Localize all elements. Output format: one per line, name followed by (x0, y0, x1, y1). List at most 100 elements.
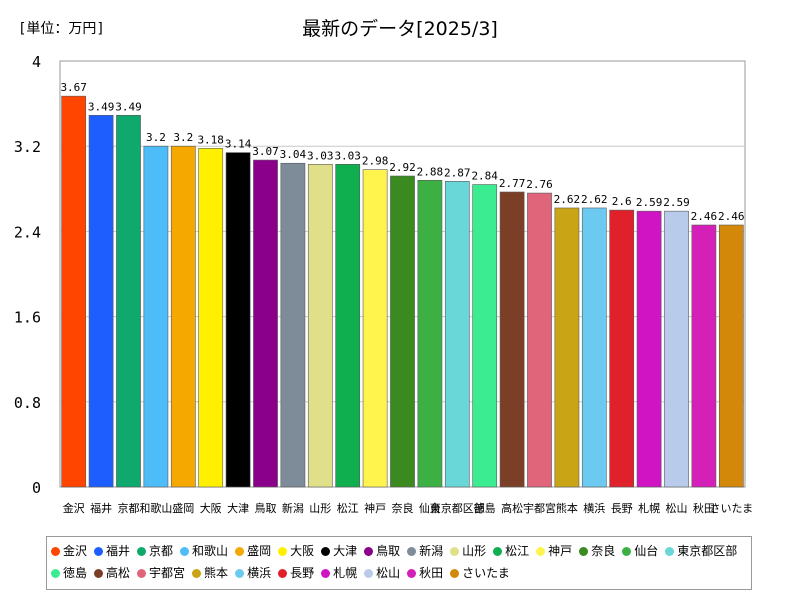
data-label: 2.62 (581, 193, 608, 206)
x-tick-label: 奈良 (392, 501, 414, 515)
x-tick-label: 和歌山 (139, 501, 172, 515)
legend-item: 高松 (94, 562, 130, 584)
bar (691, 224, 717, 488)
legend-label: さいたま (462, 566, 510, 580)
data-label: 2.59 (636, 196, 663, 209)
legend-label: 仙台 (634, 544, 659, 558)
bar (225, 152, 251, 488)
legend-item: 鳥取 (364, 540, 400, 562)
x-tick-label: 盛岡 (172, 501, 194, 515)
legend-item: 山形 (450, 540, 486, 562)
legend-swatch (579, 547, 589, 556)
legend-swatch (94, 547, 104, 556)
x-tick-label: 長野 (611, 502, 633, 515)
legend-label: 奈良 (591, 544, 616, 558)
legend-item: 東京都区部 (665, 540, 737, 562)
bar (417, 179, 443, 488)
bar (280, 162, 306, 488)
bar (198, 148, 224, 488)
bar (527, 192, 552, 488)
legend-item: 札幌 (321, 562, 357, 584)
legend-label: 宇都宮 (149, 566, 186, 580)
x-tick-label: 高松 (501, 501, 523, 515)
data-label: 2.98 (362, 155, 389, 168)
bar (335, 164, 361, 488)
x-tick-label: 松江 (337, 501, 359, 515)
data-label: 2.62 (554, 193, 581, 206)
bar (116, 115, 141, 488)
bar (472, 184, 498, 488)
data-label: 2.46 (691, 210, 718, 223)
legend-label: 福井 (106, 544, 131, 558)
legend-swatch (321, 569, 331, 578)
x-tick-label: 福井 (90, 501, 112, 515)
legend-item: 大津 (321, 540, 357, 562)
y-tick-label: 1.6 (14, 309, 41, 327)
data-label: 2.6 (612, 195, 632, 208)
bar (581, 207, 607, 488)
data-label: 3.18 (197, 133, 224, 146)
data-label: 2.92 (389, 161, 416, 174)
bar (444, 181, 470, 488)
legend-swatch (180, 547, 190, 556)
legend-swatch (450, 569, 460, 578)
legend-label: 鳥取 (376, 544, 401, 558)
x-tick-label: 東京都区部 (430, 501, 485, 515)
legend-swatch (364, 547, 374, 556)
legend-swatch (321, 547, 331, 556)
data-label: 3.03 (334, 149, 361, 162)
bar (88, 115, 114, 488)
legend-item: 徳島 (51, 562, 87, 584)
x-tick-label: 金沢 (63, 501, 85, 515)
bar (636, 210, 662, 488)
legend-label: 秋田 (419, 566, 444, 580)
y-tick-label: 0 (32, 479, 41, 497)
legend-label: 松山 (376, 566, 401, 580)
legend-label: 徳島 (63, 566, 88, 580)
legend-item: 大阪 (278, 540, 314, 562)
legend-item: 福井 (94, 540, 130, 562)
x-tick-label: 宇都宮 (523, 501, 556, 515)
unit-label: [単位：万円] (18, 21, 105, 37)
legend-label: 長野 (290, 566, 315, 580)
chart-title: 最新のデータ[2025/3] (302, 18, 498, 40)
data-label: 3.67 (60, 81, 87, 94)
legend-swatch (137, 569, 147, 578)
bar (499, 191, 525, 488)
legend-item: 金沢 (51, 540, 87, 562)
bar (390, 175, 415, 488)
y-tick-label: 3.2 (14, 138, 41, 156)
bar (143, 145, 169, 488)
x-tick-label: 京都 (118, 501, 140, 515)
x-tick-label: 札幌 (638, 501, 660, 515)
legend-label: 札幌 (333, 566, 358, 580)
legend-swatch (235, 569, 245, 578)
data-label: 2.84 (471, 170, 498, 183)
data-label: 2.46 (718, 210, 745, 223)
legend-item: 松江 (493, 540, 529, 562)
data-label: 2.76 (526, 178, 553, 191)
legend-item: 松山 (364, 562, 400, 584)
legend-label: 松江 (505, 544, 530, 558)
data-label: 3.49 (88, 100, 115, 113)
legend-label: 和歌山 (192, 544, 229, 558)
legend-swatch (51, 547, 60, 556)
data-label: 3.14 (225, 138, 252, 151)
legend-label: 東京都区部 (677, 544, 738, 558)
data-label: 2.87 (444, 166, 471, 179)
data-label: 2.88 (417, 165, 444, 178)
legend-item: 京都 (137, 540, 173, 562)
legend-swatch (278, 547, 288, 556)
legend-item: 和歌山 (180, 540, 228, 562)
x-tick-label: 徳島 (474, 501, 496, 515)
legend-label: 金沢 (63, 544, 88, 558)
data-label: 3.03 (307, 149, 334, 162)
legend-swatch (622, 547, 632, 556)
y-tick-label: 0.8 (14, 394, 41, 412)
legend-label: 熊本 (204, 566, 229, 580)
legend-swatch (364, 569, 374, 578)
legend-item: 長野 (278, 562, 314, 584)
legend-swatch (137, 547, 147, 556)
bar (609, 209, 635, 488)
